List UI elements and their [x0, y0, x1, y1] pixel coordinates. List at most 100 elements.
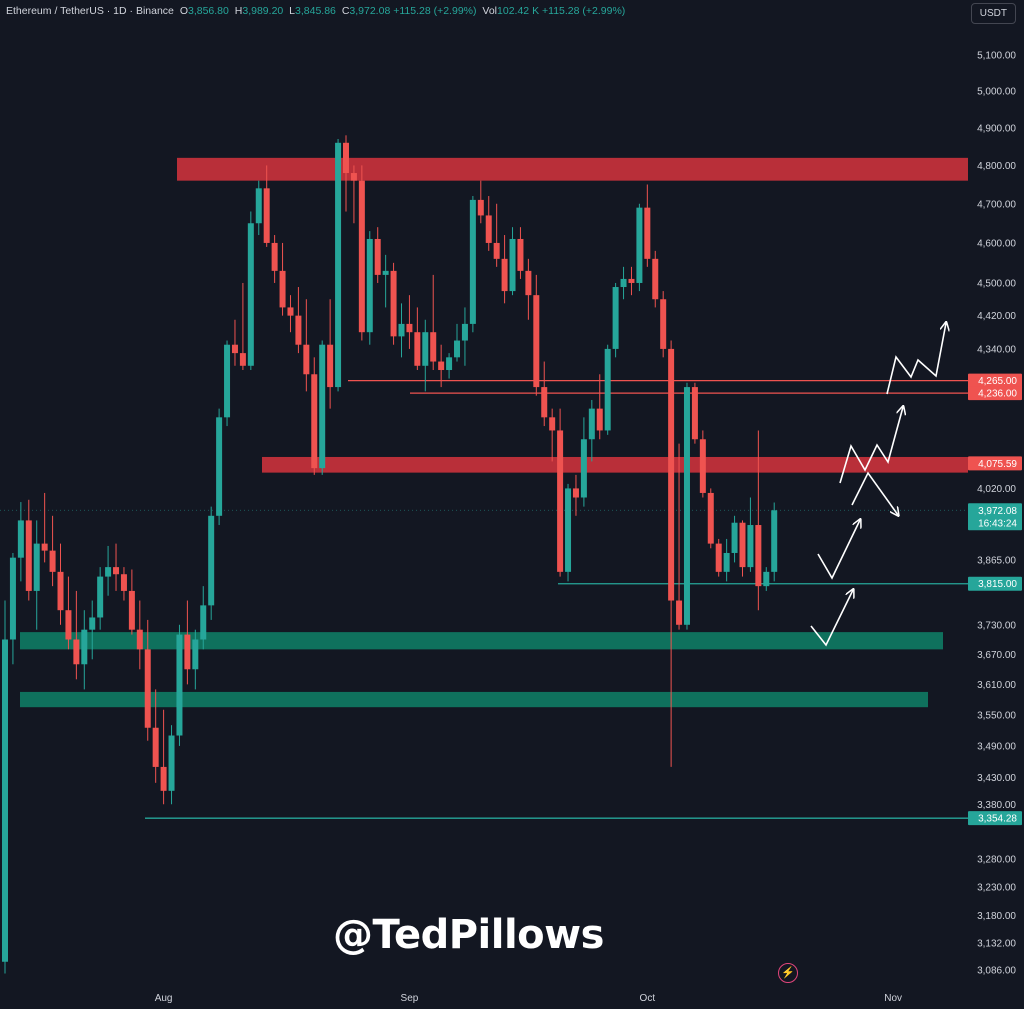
- candle-body: [557, 430, 564, 572]
- candle-body: [382, 270, 389, 275]
- y-tick-label: 4,340.00: [977, 344, 1016, 355]
- low-label: L: [289, 5, 296, 17]
- candle: [239, 282, 246, 371]
- candle: [231, 319, 238, 366]
- candle-body: [541, 387, 548, 418]
- candle-body: [342, 142, 349, 174]
- candle-body: [771, 510, 778, 572]
- candle: [691, 382, 698, 444]
- candle-body: [120, 574, 127, 591]
- last-price-label: 3,972.08: [978, 506, 1017, 517]
- close-value: 3,972.08: [349, 5, 391, 17]
- candle-body: [327, 344, 334, 388]
- projection-arrow: [810, 590, 853, 647]
- candle: [390, 262, 397, 345]
- y-tick-label: 3,865.00: [977, 556, 1016, 567]
- price-badge-label: 3,815.00: [978, 579, 1017, 590]
- y-tick-label: 3,180.00: [977, 911, 1016, 922]
- volume-change: +115.28 (+2.99%): [542, 5, 626, 17]
- support-zone: [20, 691, 928, 708]
- y-tick-label: 3,132.00: [977, 939, 1016, 950]
- candle-body: [446, 357, 453, 371]
- candle: [73, 590, 80, 680]
- candle: [311, 357, 318, 475]
- candle-body: [580, 439, 587, 498]
- candle-body: [683, 387, 690, 625]
- price-badge: [968, 456, 1022, 471]
- candle-body: [755, 525, 762, 587]
- candle-body: [549, 417, 556, 431]
- candle-body: [747, 525, 754, 568]
- candle-body: [660, 299, 667, 349]
- candle-body: [636, 207, 643, 283]
- candle: [279, 242, 286, 316]
- candle: [699, 430, 706, 498]
- candle: [25, 499, 32, 601]
- candle: [525, 258, 532, 320]
- candle: [668, 340, 675, 767]
- price-badge-label: 4,075.59: [978, 459, 1017, 470]
- candle: [509, 227, 516, 296]
- countdown-label: 16:43:24: [978, 518, 1017, 529]
- candle-body: [49, 550, 56, 572]
- candle-body: [596, 408, 603, 431]
- candle-body: [406, 323, 413, 333]
- candle-body: [699, 439, 706, 493]
- candle-body: [295, 315, 302, 345]
- candle-body: [461, 323, 468, 341]
- candle: [422, 319, 429, 392]
- last-price-badge: [968, 503, 1022, 531]
- candle-body: [271, 242, 278, 271]
- candle-body: [279, 270, 286, 308]
- candle: [715, 538, 722, 577]
- candle: [303, 299, 310, 392]
- candle: [49, 515, 56, 587]
- candle-body: [469, 199, 476, 324]
- candle-body: [604, 348, 611, 431]
- candle-body: [128, 590, 135, 630]
- candle-body: [303, 344, 310, 375]
- candle: [755, 430, 762, 611]
- price-badge: [968, 811, 1022, 826]
- candle-body: [33, 543, 40, 591]
- candle-body: [25, 520, 32, 591]
- candle-body: [644, 207, 651, 259]
- lightning-icon[interactable]: ⚡: [778, 963, 798, 983]
- currency-button[interactable]: USDT: [970, 3, 1016, 24]
- candle: [731, 515, 738, 563]
- candle: [208, 506, 215, 620]
- candle: [382, 254, 389, 308]
- y-tick-label: 3,380.00: [977, 800, 1016, 811]
- x-tick-label: Aug: [155, 993, 173, 1004]
- candle: [398, 303, 405, 358]
- candle: [57, 543, 64, 625]
- y-tick-label: 3,670.00: [977, 650, 1016, 661]
- candle: [628, 266, 635, 296]
- candle-body: [668, 348, 675, 601]
- y-tick-label: 5,100.00: [977, 51, 1016, 62]
- candle: [596, 374, 603, 440]
- candle-body: [105, 567, 112, 577]
- projection-arrow: [851, 471, 898, 515]
- candle: [493, 203, 500, 267]
- candle: [501, 235, 508, 304]
- y-tick-label: 3,550.00: [977, 710, 1016, 721]
- y-tick-label: 4,420.00: [977, 311, 1016, 322]
- candle-body: [89, 617, 96, 630]
- candle-body: [168, 735, 175, 791]
- candle: [612, 282, 619, 358]
- candle: [89, 600, 96, 660]
- candle: [739, 520, 746, 577]
- candle-body: [335, 142, 342, 388]
- candle-body: [739, 522, 746, 568]
- candle-body: [366, 238, 373, 333]
- candle-body: [311, 374, 318, 469]
- candle-body: [247, 223, 254, 366]
- candle: [358, 165, 365, 341]
- candle-body: [588, 408, 595, 440]
- candle: [152, 689, 159, 783]
- candle: [81, 610, 88, 690]
- candle: [113, 543, 120, 591]
- candle-body: [192, 639, 199, 670]
